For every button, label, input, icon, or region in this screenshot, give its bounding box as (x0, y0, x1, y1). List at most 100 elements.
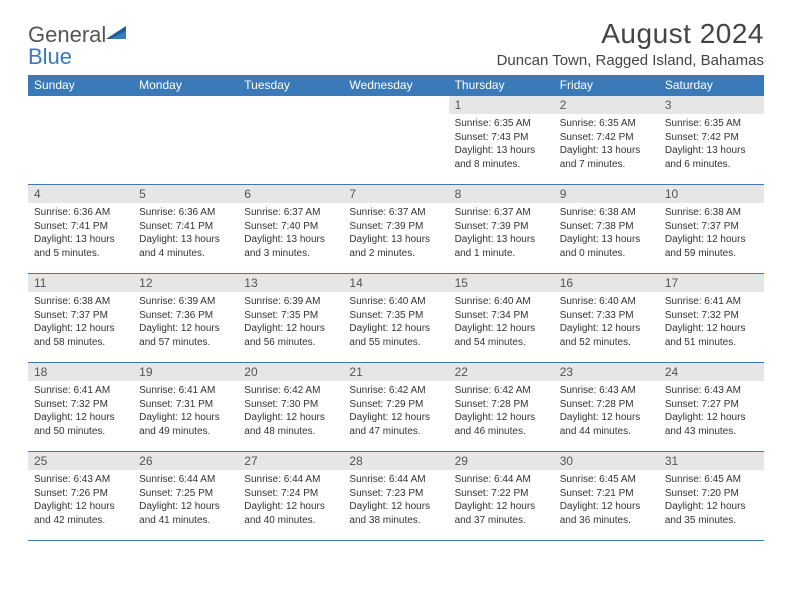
day-cell: 5Sunrise: 6:36 AMSunset: 7:41 PMDaylight… (133, 185, 238, 273)
day-cell: 15Sunrise: 6:40 AMSunset: 7:34 PMDayligh… (449, 274, 554, 362)
sunrise-text: Sunrise: 6:38 AM (665, 206, 758, 220)
day-number: 15 (449, 274, 554, 292)
sunrise-text: Sunrise: 6:44 AM (349, 473, 442, 487)
sunset-text: Sunset: 7:33 PM (560, 309, 653, 323)
sunrise-text: Sunrise: 6:45 AM (560, 473, 653, 487)
day-number: 24 (659, 363, 764, 381)
sunrise-text: Sunrise: 6:39 AM (244, 295, 337, 309)
logo: General Blue (28, 18, 128, 68)
day-cell: 27Sunrise: 6:44 AMSunset: 7:24 PMDayligh… (238, 452, 343, 540)
daylight-text: Daylight: 12 hours and 35 minutes. (665, 500, 758, 527)
day-number (28, 96, 133, 114)
sunrise-text: Sunrise: 6:44 AM (244, 473, 337, 487)
day-body: Sunrise: 6:38 AMSunset: 7:37 PMDaylight:… (659, 203, 764, 264)
day-body: Sunrise: 6:41 AMSunset: 7:32 PMDaylight:… (659, 292, 764, 353)
day-body: Sunrise: 6:44 AMSunset: 7:25 PMDaylight:… (133, 470, 238, 531)
sunset-text: Sunset: 7:24 PM (244, 487, 337, 501)
sunset-text: Sunset: 7:38 PM (560, 220, 653, 234)
weekday-header: Friday (554, 75, 659, 95)
week-row: 4Sunrise: 6:36 AMSunset: 7:41 PMDaylight… (28, 185, 764, 274)
weeks-container: 1Sunrise: 6:35 AMSunset: 7:43 PMDaylight… (28, 95, 764, 541)
sunset-text: Sunset: 7:42 PM (560, 131, 653, 145)
daylight-text: Daylight: 13 hours and 1 minute. (455, 233, 548, 260)
sunrise-text: Sunrise: 6:41 AM (34, 384, 127, 398)
sunrise-text: Sunrise: 6:41 AM (139, 384, 232, 398)
day-body: Sunrise: 6:40 AMSunset: 7:35 PMDaylight:… (343, 292, 448, 353)
day-body: Sunrise: 6:42 AMSunset: 7:28 PMDaylight:… (449, 381, 554, 442)
sunset-text: Sunset: 7:35 PM (349, 309, 442, 323)
day-cell: 26Sunrise: 6:44 AMSunset: 7:25 PMDayligh… (133, 452, 238, 540)
day-cell: 23Sunrise: 6:43 AMSunset: 7:28 PMDayligh… (554, 363, 659, 451)
weekday-header: Saturday (659, 75, 764, 95)
daylight-text: Daylight: 13 hours and 8 minutes. (455, 144, 548, 171)
day-number: 20 (238, 363, 343, 381)
day-number: 29 (449, 452, 554, 470)
day-cell: 28Sunrise: 6:44 AMSunset: 7:23 PMDayligh… (343, 452, 448, 540)
day-number: 26 (133, 452, 238, 470)
day-cell: 19Sunrise: 6:41 AMSunset: 7:31 PMDayligh… (133, 363, 238, 451)
day-cell (238, 96, 343, 184)
daylight-text: Daylight: 12 hours and 55 minutes. (349, 322, 442, 349)
sunset-text: Sunset: 7:25 PM (139, 487, 232, 501)
day-number (133, 96, 238, 114)
daylight-text: Daylight: 12 hours and 56 minutes. (244, 322, 337, 349)
daylight-text: Daylight: 13 hours and 2 minutes. (349, 233, 442, 260)
day-body: Sunrise: 6:41 AMSunset: 7:31 PMDaylight:… (133, 381, 238, 442)
week-row: 1Sunrise: 6:35 AMSunset: 7:43 PMDaylight… (28, 96, 764, 185)
daylight-text: Daylight: 12 hours and 50 minutes. (34, 411, 127, 438)
day-number: 19 (133, 363, 238, 381)
day-body: Sunrise: 6:41 AMSunset: 7:32 PMDaylight:… (28, 381, 133, 442)
day-body: Sunrise: 6:43 AMSunset: 7:26 PMDaylight:… (28, 470, 133, 531)
daylight-text: Daylight: 13 hours and 5 minutes. (34, 233, 127, 260)
day-body: Sunrise: 6:37 AMSunset: 7:40 PMDaylight:… (238, 203, 343, 264)
day-cell (28, 96, 133, 184)
calendar-page: General Blue August 2024 Duncan Town, Ra… (0, 0, 792, 612)
daylight-text: Daylight: 12 hours and 37 minutes. (455, 500, 548, 527)
daylight-text: Daylight: 13 hours and 4 minutes. (139, 233, 232, 260)
weekday-header: Tuesday (238, 75, 343, 95)
day-cell: 24Sunrise: 6:43 AMSunset: 7:27 PMDayligh… (659, 363, 764, 451)
sunset-text: Sunset: 7:28 PM (560, 398, 653, 412)
day-body: Sunrise: 6:39 AMSunset: 7:35 PMDaylight:… (238, 292, 343, 353)
sunrise-text: Sunrise: 6:43 AM (665, 384, 758, 398)
day-cell: 17Sunrise: 6:41 AMSunset: 7:32 PMDayligh… (659, 274, 764, 362)
sunrise-text: Sunrise: 6:42 AM (244, 384, 337, 398)
day-number: 18 (28, 363, 133, 381)
daylight-text: Daylight: 12 hours and 47 minutes. (349, 411, 442, 438)
day-number: 25 (28, 452, 133, 470)
day-number: 13 (238, 274, 343, 292)
sunrise-text: Sunrise: 6:42 AM (349, 384, 442, 398)
day-number: 5 (133, 185, 238, 203)
day-cell: 2Sunrise: 6:35 AMSunset: 7:42 PMDaylight… (554, 96, 659, 184)
day-body: Sunrise: 6:37 AMSunset: 7:39 PMDaylight:… (449, 203, 554, 264)
sunset-text: Sunset: 7:37 PM (665, 220, 758, 234)
day-body: Sunrise: 6:40 AMSunset: 7:34 PMDaylight:… (449, 292, 554, 353)
daylight-text: Daylight: 12 hours and 43 minutes. (665, 411, 758, 438)
daylight-text: Daylight: 13 hours and 0 minutes. (560, 233, 653, 260)
daylight-text: Daylight: 13 hours and 6 minutes. (665, 144, 758, 171)
day-body: Sunrise: 6:44 AMSunset: 7:23 PMDaylight:… (343, 470, 448, 531)
daylight-text: Daylight: 12 hours and 44 minutes. (560, 411, 653, 438)
day-body: Sunrise: 6:39 AMSunset: 7:36 PMDaylight:… (133, 292, 238, 353)
sunset-text: Sunset: 7:39 PM (349, 220, 442, 234)
day-body: Sunrise: 6:35 AMSunset: 7:42 PMDaylight:… (554, 114, 659, 175)
logo-sail-icon (106, 24, 128, 40)
day-body: Sunrise: 6:35 AMSunset: 7:43 PMDaylight:… (449, 114, 554, 175)
day-cell: 31Sunrise: 6:45 AMSunset: 7:20 PMDayligh… (659, 452, 764, 540)
day-number: 23 (554, 363, 659, 381)
day-number: 21 (343, 363, 448, 381)
day-cell: 30Sunrise: 6:45 AMSunset: 7:21 PMDayligh… (554, 452, 659, 540)
sunrise-text: Sunrise: 6:45 AM (665, 473, 758, 487)
sunset-text: Sunset: 7:32 PM (665, 309, 758, 323)
daylight-text: Daylight: 12 hours and 57 minutes. (139, 322, 232, 349)
sunrise-text: Sunrise: 6:40 AM (455, 295, 548, 309)
day-cell: 18Sunrise: 6:41 AMSunset: 7:32 PMDayligh… (28, 363, 133, 451)
day-body: Sunrise: 6:36 AMSunset: 7:41 PMDaylight:… (28, 203, 133, 264)
day-body (343, 114, 448, 121)
day-number: 4 (28, 185, 133, 203)
daylight-text: Daylight: 12 hours and 40 minutes. (244, 500, 337, 527)
day-cell: 8Sunrise: 6:37 AMSunset: 7:39 PMDaylight… (449, 185, 554, 273)
weekday-header-row: SundayMondayTuesdayWednesdayThursdayFrid… (28, 75, 764, 95)
day-number: 3 (659, 96, 764, 114)
daylight-text: Daylight: 12 hours and 54 minutes. (455, 322, 548, 349)
